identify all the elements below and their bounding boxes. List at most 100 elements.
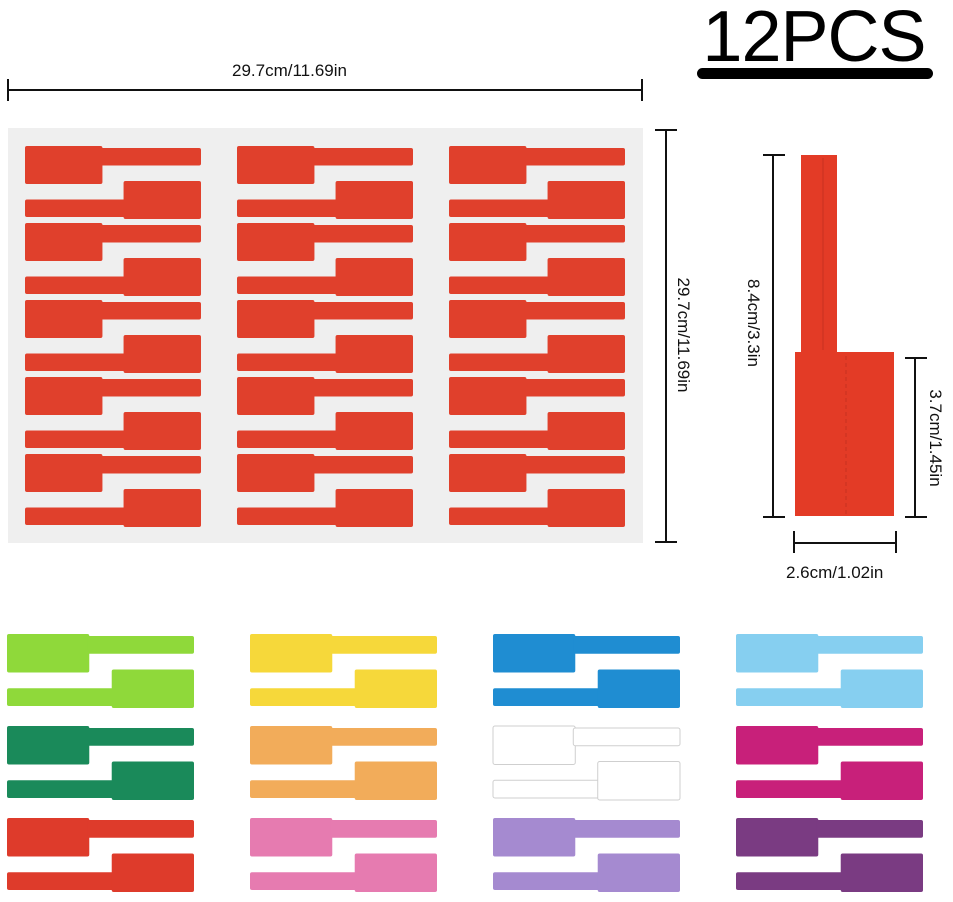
sheet-tag-pair-bottom-tag-head <box>547 335 625 373</box>
sheet-tag-pair-bottom-tag-strip <box>25 276 126 294</box>
swatch-sky_blue-bottom-tag-head <box>840 669 923 708</box>
sheet-tag-pair-top-tag-strip <box>312 225 413 243</box>
tag-head-line <box>914 357 916 517</box>
sheet-tag-pair-top-tag-head <box>237 377 315 415</box>
sheet-tag-pair-bottom-tag-head <box>123 412 201 450</box>
swatch-white-bottom-tag-head <box>597 761 681 801</box>
swatch-yellow-top-tag-strip <box>330 636 437 654</box>
swatch-dark_green-top-tag-strip <box>87 728 194 746</box>
width-dimension-line <box>7 89 643 91</box>
swatch-white-top-tag-head <box>492 725 576 765</box>
sheet-tag-pair-top-tag-head <box>25 146 103 184</box>
swatch-magenta-top-tag-strip <box>816 728 923 746</box>
tag-head-height-label: 3.7cm/1.45in <box>926 389 945 487</box>
sheet-tag-pair-bottom-tag-head <box>547 412 625 450</box>
sheet-tag-pair-bottom-tag-head <box>123 489 201 527</box>
swatch-red-top-tag-head <box>7 818 90 857</box>
title-underline <box>697 68 933 79</box>
swatch-purple-top-tag-head <box>736 818 819 857</box>
sheet-tag-pair-bottom-tag-head <box>123 335 201 373</box>
sheet-tag-pair-bottom-tag-head <box>335 258 413 296</box>
sheet-tag-pair-bottom-tag-strip <box>25 199 126 217</box>
swatch-purple-top-tag-strip <box>816 820 923 838</box>
sheet-tags <box>25 146 625 527</box>
swatch-lavender-bottom-tag-head <box>597 853 680 892</box>
sheet-tag-pair-top-tag-head <box>25 223 103 261</box>
sheet-tag-pair-top-tag-strip <box>524 225 625 243</box>
sheet-width-label: 29.7cm/11.69in <box>232 61 347 80</box>
sheet-tag-pair-top-tag-head <box>449 223 527 261</box>
sheet-tag-pair-bottom-tag-strip <box>449 199 550 217</box>
sheet-tag-pair-bottom-tag-strip <box>237 276 338 294</box>
sheet-height-line <box>665 129 667 543</box>
sheet-tag-pair-bottom-tag-strip <box>449 353 550 371</box>
swatch-white-top-tag-strip <box>572 727 681 747</box>
sheet-tag-pair-bottom-tag-strip <box>237 353 338 371</box>
tag-length-bottom-tick <box>763 516 785 518</box>
sheet-tag-pair-top-tag-strip <box>100 302 201 320</box>
swatch-dark_green-bottom-tag-strip <box>7 780 114 798</box>
swatch-green-top-tag-strip <box>87 636 194 654</box>
sheet-tag-pair-bottom-tag-strip <box>237 507 338 525</box>
swatch-lavender-top-tag-strip <box>573 820 680 838</box>
swatch-lavender-top-tag-head <box>493 818 576 857</box>
swatch-sky_blue-bottom-tag-strip <box>736 688 843 706</box>
sheet-tag-pair-bottom-tag-strip <box>237 430 338 448</box>
sheet-tag-pair-top-tag-head <box>25 454 103 492</box>
swatch-pink-top-tag-head <box>250 818 333 857</box>
sheet-tag-pair-bottom-tag-head <box>335 335 413 373</box>
single-tag-illustration <box>795 155 894 516</box>
sheet-tag-pair-bottom-tag-strip <box>449 276 550 294</box>
swatch-blue-bottom-tag-strip <box>493 688 600 706</box>
single-tag-shape <box>795 155 894 516</box>
swatch-red-top-tag-strip <box>87 820 194 838</box>
swatch-blue-top-tag-head <box>493 634 576 673</box>
sheet-tag-pair-top-tag-strip <box>524 456 625 474</box>
swatch-magenta-bottom-tag-strip <box>736 780 843 798</box>
swatch-yellow-bottom-tag-strip <box>250 688 357 706</box>
sheet-tag-pair-top-tag-head <box>449 454 527 492</box>
swatch-dark_green-top-tag-head <box>7 726 90 765</box>
swatch-pink-bottom-tag-strip <box>250 872 357 890</box>
swatch-purple-bottom-tag-strip <box>736 872 843 890</box>
sheet-tag-pair-top-tag-head <box>449 377 527 415</box>
sheet-height-label: 29.7cm/11.69in <box>674 277 693 393</box>
swatch-white-bottom-tag-strip <box>492 779 601 799</box>
swatch-green-top-tag-head <box>7 634 90 673</box>
swatch-red-bottom-tag-strip <box>7 872 114 890</box>
sheet-tag-pair-top-tag-head <box>237 223 315 261</box>
swatch-magenta-top-tag-head <box>736 726 819 765</box>
sheet-tag-pair-bottom-tag-head <box>547 181 625 219</box>
sheet-tag-pair-bottom-tag-strip <box>449 507 550 525</box>
sheet-tag-pair-top-tag-head <box>449 300 527 338</box>
tag-length-line <box>772 154 774 517</box>
sheet-tag-pair-top-tag-strip <box>312 379 413 397</box>
label-sheet <box>8 128 643 543</box>
swatch-purple-bottom-tag-head <box>840 853 923 892</box>
sheet-tag-pair-top-tag-head <box>449 146 527 184</box>
swatch-pink-top-tag-strip <box>330 820 437 838</box>
sheet-tag-pair-bottom-tag-strip <box>25 353 126 371</box>
swatch-pink-bottom-tag-head <box>354 853 437 892</box>
sheet-tag-pair-bottom-tag-head <box>123 258 201 296</box>
sheet-tag-pair-bottom-tag-head <box>123 181 201 219</box>
swatch-sky_blue-top-tag-head <box>736 634 819 673</box>
sheet-tag-pair-top-tag-strip <box>524 379 625 397</box>
swatch-orange-bottom-tag-head <box>354 761 437 800</box>
sheet-tag-pair-top-tag-strip <box>100 225 201 243</box>
sheet-tag-pair-bottom-tag-strip <box>25 507 126 525</box>
tag-length-label: 8.4cm/3.3in <box>744 279 763 367</box>
sheet-tag-pair-top-tag-head <box>237 300 315 338</box>
sheet-tag-pair-top-tag-head <box>25 300 103 338</box>
swatch-red-bottom-tag-head <box>111 853 194 892</box>
sheet-tag-pair-bottom-tag-strip <box>449 430 550 448</box>
tag-head-top-tick <box>905 357 927 359</box>
sheet-tag-pair-top-tag-strip <box>312 456 413 474</box>
swatch-magenta-bottom-tag-head <box>840 761 923 800</box>
swatch-blue-top-tag-strip <box>573 636 680 654</box>
swatch-sky_blue-top-tag-strip <box>816 636 923 654</box>
sheet-tag-pair-bottom-tag-head <box>547 489 625 527</box>
swatch-yellow-bottom-tag-head <box>354 669 437 708</box>
sheet-tag-pair-bottom-tag-head <box>335 181 413 219</box>
sheet-tag-pair-bottom-tag-strip <box>237 199 338 217</box>
